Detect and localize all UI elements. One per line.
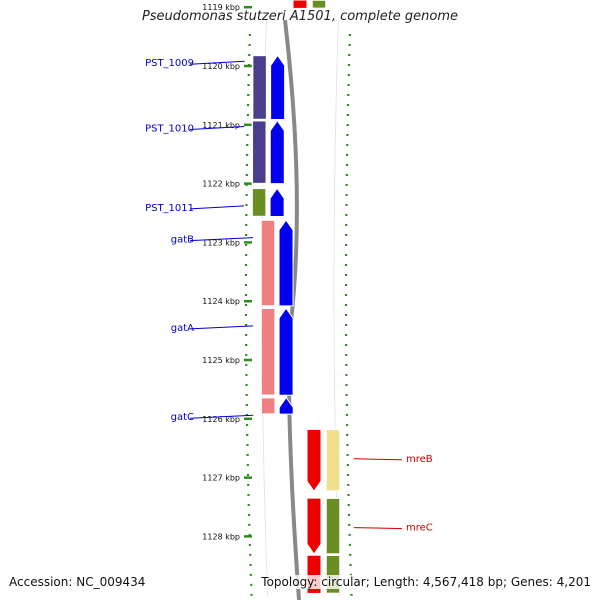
gene-label-leader (189, 237, 254, 242)
scale-tick-label: 1123 kbp (202, 238, 240, 247)
inner-tick-ring (244, 33, 253, 599)
category-block (325, 428, 341, 492)
genome-stats: Topology: circular; Length: 4,567,418 bp… (261, 575, 591, 589)
length-value: 4,567,418 bp; (422, 575, 508, 589)
category-block (251, 187, 267, 218)
reverse-gene-arrow (306, 497, 322, 555)
accession-value: NC_009434 (76, 575, 146, 589)
accession-label: Accession: (9, 575, 73, 589)
forward-gene-arrow (269, 119, 285, 185)
forward-gene-arrow (278, 307, 294, 396)
category-block (251, 54, 268, 121)
gene-label: mreC (406, 523, 433, 534)
scale-tick-label: 1119 kbp (202, 3, 240, 12)
category-block (260, 219, 276, 307)
gene-label-leader (353, 527, 403, 530)
forward-gene-arrow (278, 396, 294, 415)
gene-label: gatB (171, 235, 194, 246)
gene-label-leader (353, 458, 403, 461)
gene-label-leader (189, 325, 254, 330)
outer-tick-ring (344, 33, 353, 599)
gene-label-leader (189, 414, 254, 419)
category-block (260, 307, 276, 397)
gene-label: PST_1010 (145, 124, 194, 135)
genes-value: 4,201 (556, 575, 591, 589)
topology-value: circular; (321, 575, 370, 589)
accession-info: Accession: NC_009434 (9, 575, 145, 589)
scale-tick-label: 1128 kbp (202, 532, 240, 541)
scale-tick-label: 1120 kbp (202, 62, 240, 71)
gene-label: gatA (171, 323, 194, 334)
forward-gene-arrow (270, 54, 286, 121)
gene-label-leader (189, 205, 245, 210)
genes-label: Genes: (510, 575, 553, 589)
forward-gene-arrow (278, 219, 294, 307)
reverse-gene-arrow (306, 428, 322, 492)
scale-tick-label: 1124 kbp (202, 297, 240, 306)
gene-label-leader (189, 126, 245, 131)
forward-gene-arrow (269, 187, 285, 218)
topology-label: Topology: (261, 575, 318, 589)
gene-label: PST_1009 (145, 58, 194, 69)
gene-label: PST_1011 (145, 203, 194, 214)
category-block (260, 396, 276, 415)
length-label: Length: (373, 575, 420, 589)
gene-label: gatC (171, 412, 194, 423)
gene-label-leader (189, 60, 245, 65)
reverse-gene-arrow (292, 0, 308, 9)
category-block (325, 497, 341, 555)
scale-tick-label: 1121 kbp (202, 121, 240, 130)
scale-tick-label: 1127 kbp (202, 474, 240, 483)
category-block (251, 119, 268, 185)
genome-title: Pseudomonas stutzeri A1501, complete gen… (141, 9, 459, 24)
gene-label: mreB (406, 454, 433, 465)
scale-tick-label: 1125 kbp (202, 356, 240, 365)
scale-tick-label: 1122 kbp (202, 180, 240, 189)
category-block (311, 0, 327, 10)
scale-tick-label: 1126 kbp (202, 415, 240, 424)
